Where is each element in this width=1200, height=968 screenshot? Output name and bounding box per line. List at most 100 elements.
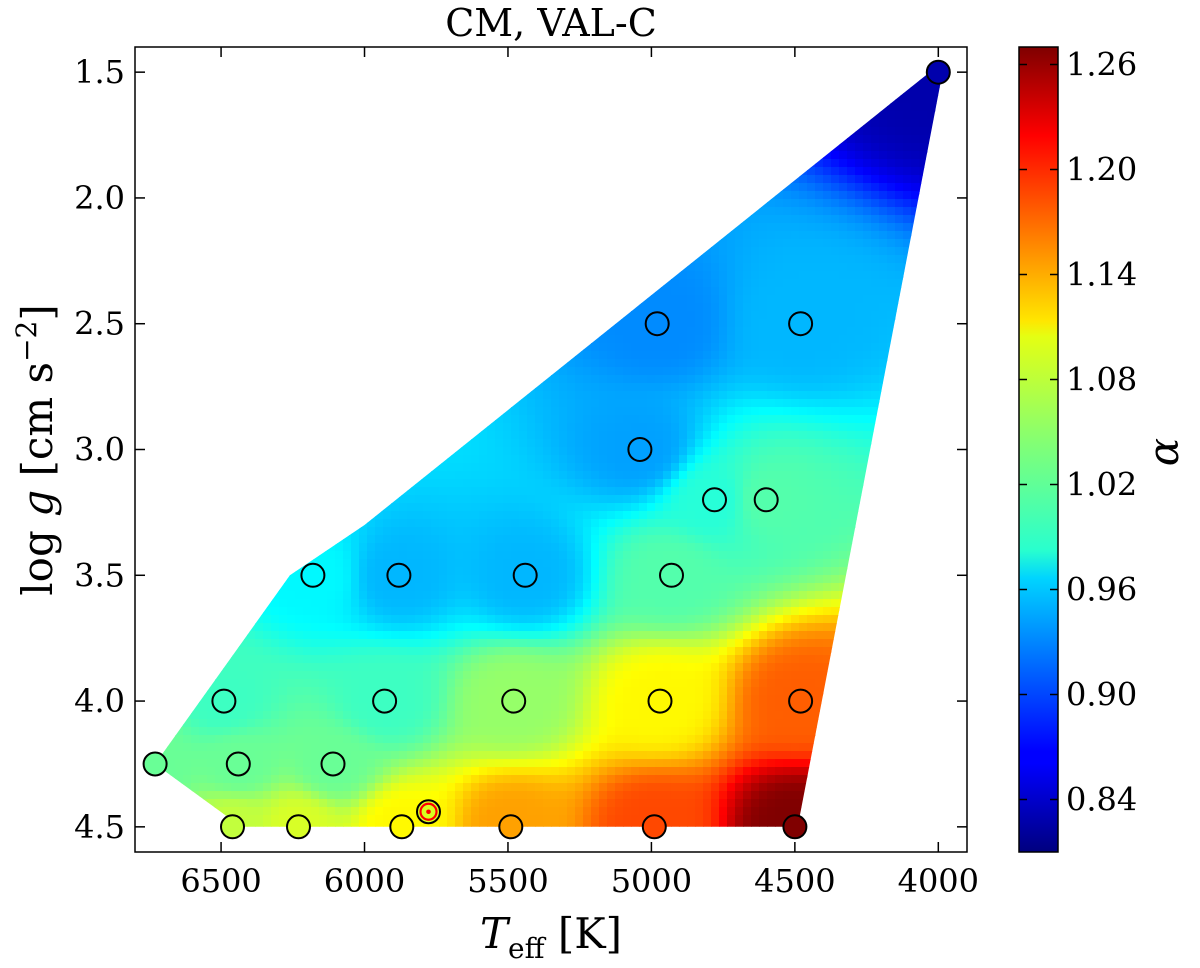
surface-cell <box>191 55 200 64</box>
surface-cell <box>503 711 512 720</box>
surface-cell <box>439 831 448 840</box>
surface-cell <box>303 207 312 216</box>
surface-cell <box>135 423 144 432</box>
surface-cell <box>415 455 424 464</box>
surface-cell <box>271 207 280 216</box>
surface-cell <box>239 551 248 560</box>
surface-cell <box>247 455 256 464</box>
surface-cell <box>343 367 352 376</box>
surface-cell <box>311 223 320 232</box>
surface-cell <box>295 679 304 688</box>
surface-cell <box>527 279 536 288</box>
surface-cell <box>439 303 448 312</box>
surface-cell <box>527 215 536 224</box>
surface-cell <box>503 799 512 808</box>
surface-cell <box>439 367 448 376</box>
surface-cell <box>271 599 280 608</box>
surface-cell <box>231 247 240 256</box>
surface-cell <box>367 151 376 160</box>
surface-cell <box>455 671 464 680</box>
surface-cell <box>303 487 312 496</box>
surface-cell <box>351 535 360 544</box>
surface-cell <box>183 255 192 264</box>
surface-cell <box>143 679 152 688</box>
surface-cell <box>295 247 304 256</box>
surface-cell <box>183 223 192 232</box>
surface-cell <box>351 375 360 384</box>
surface-cell <box>191 63 200 72</box>
surface-cell <box>511 719 520 728</box>
surface-cell <box>311 351 320 360</box>
surface-cell <box>287 335 296 344</box>
surface-cell <box>367 783 376 792</box>
surface-cell <box>487 255 496 264</box>
surface-cell <box>399 175 408 184</box>
surface-cell <box>239 311 248 320</box>
surface-cell <box>519 359 528 368</box>
surface-cell <box>223 479 232 488</box>
surface-cell <box>511 783 520 792</box>
surface-cell <box>231 575 240 584</box>
surface-cell <box>383 79 392 88</box>
surface-cell <box>215 415 224 424</box>
surface-cell <box>191 727 200 736</box>
surface-cell <box>399 55 408 64</box>
surface-cell <box>215 671 224 680</box>
surface-cell <box>223 727 232 736</box>
surface-cell <box>503 231 512 240</box>
surface-cell <box>287 503 296 512</box>
surface-cell <box>319 783 328 792</box>
surface-cell <box>175 759 184 768</box>
surface-cell <box>399 439 408 448</box>
surface-cell <box>503 143 512 152</box>
surface-cell <box>159 319 168 328</box>
surface-cell <box>223 623 232 632</box>
surface-cell <box>439 751 448 760</box>
surface-cell <box>223 223 232 232</box>
surface-cell <box>399 351 408 360</box>
surface-cell <box>367 687 376 696</box>
surface-cell <box>183 631 192 640</box>
surface-cell <box>359 647 368 656</box>
surface-cell <box>367 727 376 736</box>
surface-cell <box>239 615 248 624</box>
surface-cell <box>247 567 256 576</box>
surface-cell <box>167 447 176 456</box>
surface-cell <box>135 743 144 752</box>
surface-cell <box>207 47 216 56</box>
surface-cell <box>247 399 256 408</box>
surface-cell <box>439 591 448 600</box>
surface-cell <box>375 551 384 560</box>
surface-cell <box>407 439 416 448</box>
surface-cell <box>231 391 240 400</box>
surface-cell <box>239 623 248 632</box>
surface-cell <box>239 495 248 504</box>
surface-cell <box>135 375 144 384</box>
surface-cell <box>143 295 152 304</box>
surface-cell <box>247 287 256 296</box>
surface-cell <box>455 647 464 656</box>
surface-cell <box>215 223 224 232</box>
surface-cell <box>215 511 224 520</box>
surface-cell <box>183 367 192 376</box>
surface-cell <box>479 215 488 224</box>
surface-cell <box>367 535 376 544</box>
surface-cell <box>303 727 312 736</box>
surface-cell <box>247 79 256 88</box>
surface-cell <box>247 383 256 392</box>
surface-cell <box>351 343 360 352</box>
surface-cell <box>183 399 192 408</box>
surface-cell <box>447 599 456 608</box>
surface-cell <box>207 775 216 784</box>
surface-cell <box>343 719 352 728</box>
surface-cell <box>279 807 288 816</box>
surface-cell <box>463 159 472 168</box>
surface-cell <box>159 119 168 128</box>
surface-cell <box>223 647 232 656</box>
surface-cell <box>183 783 192 792</box>
surface-cell <box>175 575 184 584</box>
surface-cell <box>263 327 272 336</box>
surface-cell <box>255 439 264 448</box>
surface-cell <box>311 839 320 848</box>
surface-cell <box>471 55 480 64</box>
